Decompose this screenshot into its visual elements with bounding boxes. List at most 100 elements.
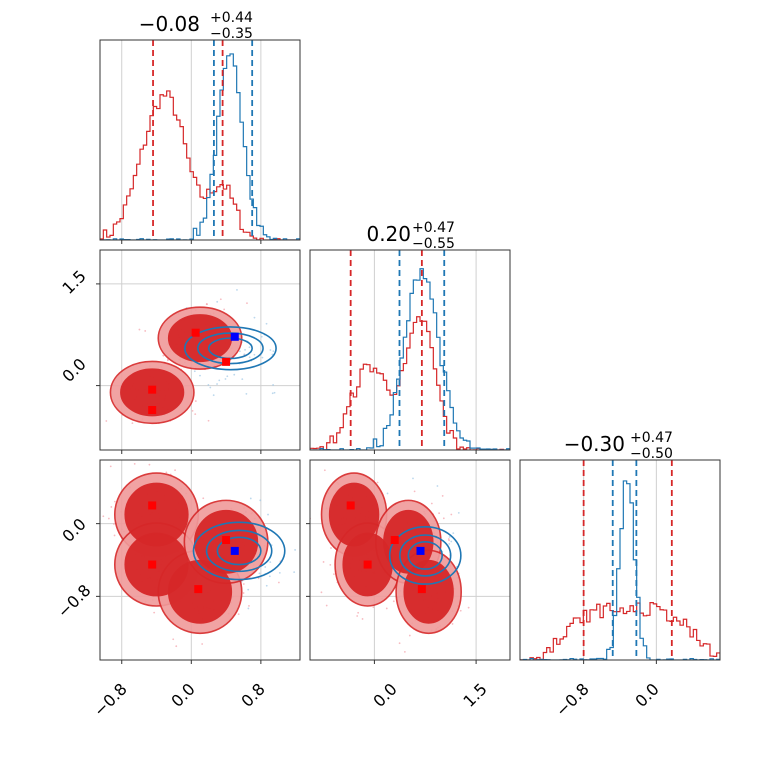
panel-frame <box>99 39 301 241</box>
title-3: −0.30 <box>564 432 625 456</box>
sample-point <box>191 409 194 412</box>
panel-frame <box>519 459 721 661</box>
sample-point <box>144 330 147 332</box>
sample-point <box>165 471 168 474</box>
sample-point <box>246 302 248 305</box>
red-contour-1-3 <box>403 559 454 624</box>
sample-point <box>212 394 215 397</box>
plot-area <box>105 289 277 425</box>
sample-point <box>269 349 272 351</box>
sample-point <box>438 512 441 515</box>
sample-point <box>247 607 250 610</box>
marker-red-2 <box>222 536 231 544</box>
sample-point <box>242 583 245 585</box>
sample-point <box>244 348 246 351</box>
sample-point <box>304 526 306 528</box>
panel-titles: −0.08 +0.44 −0.35 0.20 +0.47 −0.55 −0.30… <box>139 10 673 462</box>
sample-point <box>441 495 444 497</box>
sample-point <box>249 497 252 500</box>
sample-point <box>259 499 262 502</box>
marker-red-3 <box>222 357 231 366</box>
plot-area <box>310 250 510 450</box>
sample-point <box>238 350 241 353</box>
sample-point <box>267 513 269 516</box>
sample-point <box>398 642 401 645</box>
sample-point <box>447 538 450 540</box>
sample-point <box>385 607 388 610</box>
sample-point <box>392 600 395 603</box>
marker-red-1 <box>363 560 372 569</box>
sample-point <box>361 618 364 620</box>
sample-point <box>268 575 271 578</box>
y-tick-row1-0: 0.0 <box>58 354 89 385</box>
sample-point <box>109 465 112 468</box>
sample-point <box>265 584 268 587</box>
sample-point <box>236 289 238 291</box>
sample-point <box>272 384 274 386</box>
sample-point <box>202 497 205 500</box>
sample-point <box>248 605 250 607</box>
title-2-minus: −0.55 <box>412 236 455 252</box>
sample-point <box>199 374 201 377</box>
x-tick-col1-0: 0.0 <box>369 679 400 710</box>
sample-point <box>248 356 251 359</box>
sample-point <box>448 543 451 545</box>
sample-point <box>278 571 281 574</box>
blue-contour-2-0 <box>216 536 262 566</box>
marker-red-0 <box>346 501 355 510</box>
sample-point <box>253 353 256 356</box>
sample-point <box>224 378 227 380</box>
sample-point <box>148 463 151 466</box>
grid <box>373 250 477 450</box>
sample-point <box>269 561 272 563</box>
sample-point <box>113 500 116 503</box>
panel-r1-c0 <box>96 249 301 454</box>
sample-point <box>242 592 245 594</box>
sample-point <box>261 356 264 359</box>
marker-red-3 <box>194 585 203 594</box>
sample-point <box>172 638 175 641</box>
plot-area <box>310 469 470 653</box>
x-tick-col0-1: 0.0 <box>167 679 198 710</box>
marker-red-2 <box>390 536 399 544</box>
sample-point <box>413 490 416 493</box>
sample-point <box>293 571 296 574</box>
x-tick-col0-2: 0.8 <box>237 679 268 710</box>
sample-point <box>325 604 328 607</box>
sample-point <box>459 609 462 612</box>
sample-point <box>98 552 100 554</box>
sample-point <box>138 328 141 331</box>
sample-point <box>403 650 406 653</box>
sample-point <box>448 539 450 542</box>
x-tick-col1-1: 1.5 <box>459 679 490 710</box>
sample-point <box>357 611 360 614</box>
blue-contour-2-0 <box>207 337 253 360</box>
panel-frame <box>309 459 511 661</box>
sample-point <box>216 383 218 385</box>
marker-blue-0 <box>416 546 425 555</box>
sample-point <box>233 373 236 376</box>
sample-point <box>194 413 197 415</box>
panel-r2-c1 <box>306 459 511 664</box>
sample-point <box>277 581 280 584</box>
blue-contour-2-0 <box>407 541 444 570</box>
sample-point <box>223 308 226 311</box>
panel-frame <box>99 459 301 661</box>
y-tick-row2-0: −0.8 <box>54 581 95 622</box>
marker-red-1 <box>148 385 157 394</box>
blue-contour-0-0 <box>388 526 462 585</box>
panel-r2-c0 <box>96 459 306 664</box>
sample-point <box>219 298 222 301</box>
x-tick-col0-0: −0.8 <box>90 679 131 720</box>
sample-point <box>376 481 379 484</box>
sample-point <box>243 353 246 356</box>
panels-layer <box>96 39 721 664</box>
sample-point <box>452 532 455 535</box>
sample-point <box>209 386 212 389</box>
blue-contour-1-0 <box>197 332 264 365</box>
x-tick-col2-1: 0.0 <box>631 679 662 710</box>
panel-r2-c2 <box>519 459 721 664</box>
sample-point <box>193 370 196 373</box>
marker-red-1 <box>148 560 157 569</box>
